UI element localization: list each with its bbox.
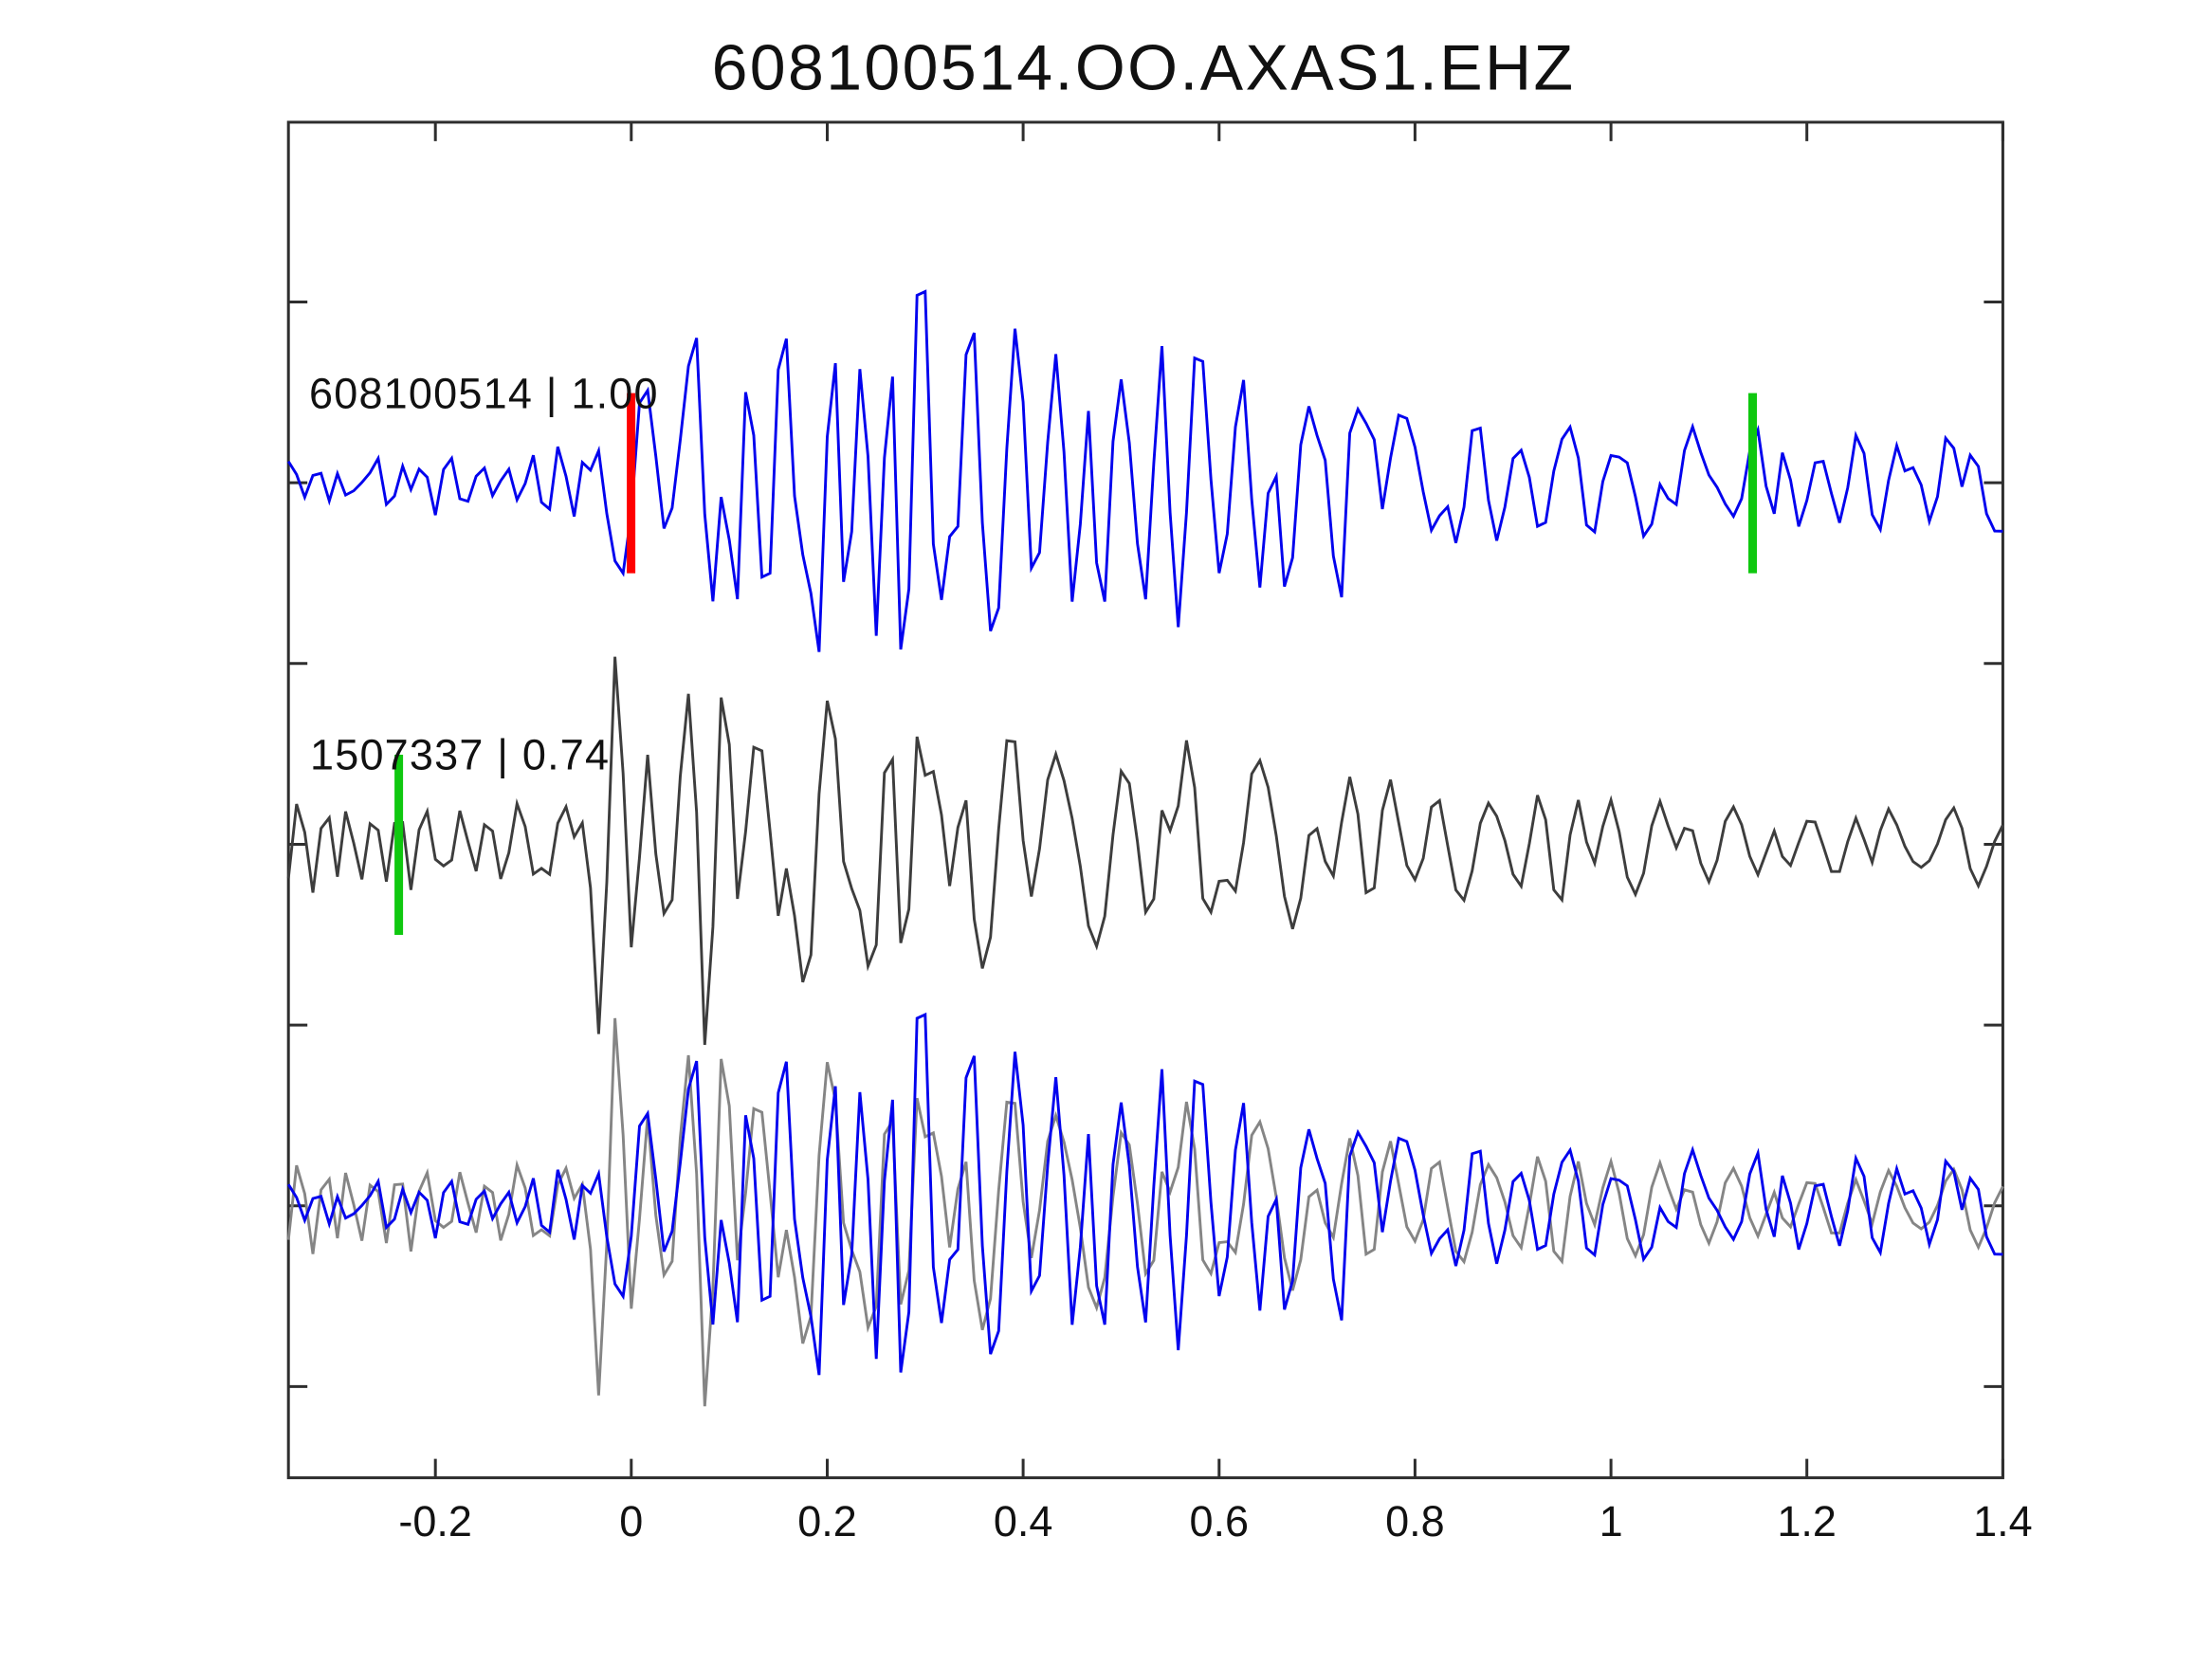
svg-text:0.4: 0.4 <box>994 1497 1053 1545</box>
svg-text:0.8: 0.8 <box>1385 1497 1445 1545</box>
svg-text:608100514 | 1.00: 608100514 | 1.00 <box>309 370 659 418</box>
svg-text:1.4: 1.4 <box>1973 1497 2033 1545</box>
svg-text:1.2: 1.2 <box>1777 1497 1837 1545</box>
svg-text:0.2: 0.2 <box>797 1497 857 1545</box>
svg-text:1: 1 <box>1600 1497 1623 1545</box>
svg-text:-0.2: -0.2 <box>398 1497 472 1545</box>
svg-text:1507337 | 0.74: 1507337 | 0.74 <box>310 731 610 779</box>
svg-text:0: 0 <box>619 1497 643 1545</box>
svg-text:0.6: 0.6 <box>1190 1497 1250 1545</box>
svg-text:608100514.OO.AXAS1.EHZ: 608100514.OO.AXAS1.EHZ <box>712 32 1576 104</box>
